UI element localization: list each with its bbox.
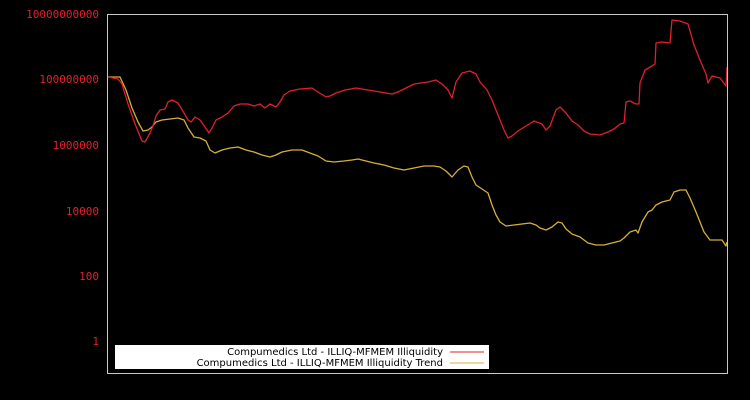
legend: Compumedics Ltd - ILLIQ-MFMEM Illiquidit… <box>115 345 489 369</box>
plot-frame <box>107 14 728 374</box>
plot-series <box>107 19 728 247</box>
y-tick-label: 10000000000 <box>26 8 99 21</box>
legend-box <box>115 345 489 369</box>
y-tick-label: 1000000 <box>53 139 99 152</box>
y-tick-label: 10000 <box>66 205 99 218</box>
y-axis-ticks: 1 100 10000 1000000 100000000 10000000000 <box>26 8 99 348</box>
series-line-illiquidity <box>107 19 728 143</box>
y-tick-label: 1 <box>92 335 99 348</box>
y-tick-label: 100000000 <box>39 73 99 86</box>
legend-label-illiquidity: Compumedics Ltd - ILLIQ-MFMEM Illiquidit… <box>227 347 443 358</box>
series-line-illiquidity-trend <box>108 76 728 247</box>
legend-label-illiquidity-trend: Compumedics Ltd - ILLIQ-MFMEM Illiquidit… <box>197 358 443 369</box>
y-tick-label: 100 <box>79 270 99 283</box>
